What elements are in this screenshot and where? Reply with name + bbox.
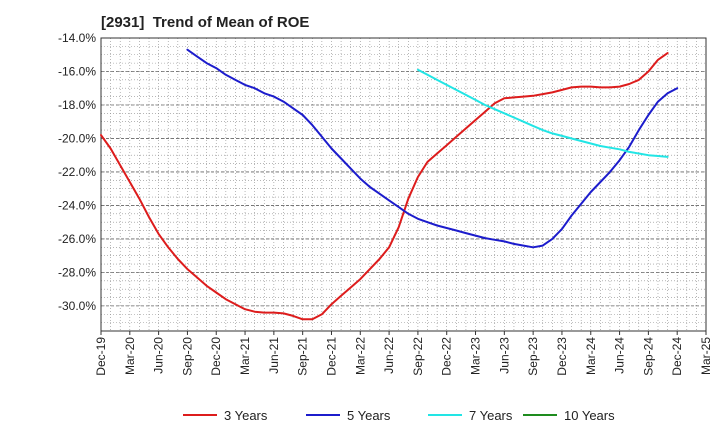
y-tick-label: -28.0% — [58, 265, 96, 279]
x-tick-label: Sep-24 — [641, 337, 655, 376]
x-tick-label: Jun-21 — [267, 337, 281, 374]
x-tick-label: Mar-23 — [469, 337, 483, 375]
series-lines — [100, 48, 679, 321]
y-tick-label: -14.0% — [58, 31, 96, 45]
x-tick-label: Dec-21 — [324, 337, 338, 376]
x-tick-label: Jun-20 — [152, 337, 166, 374]
x-tick-label: Dec-19 — [94, 337, 108, 376]
legend-label: 5 Years — [347, 408, 391, 423]
y-tick-label: -24.0% — [58, 198, 96, 212]
x-tick-label: Sep-20 — [180, 337, 194, 376]
plot-area — [100, 37, 707, 332]
x-tick-label: Dec-22 — [440, 337, 454, 376]
legend-label: 10 Years — [564, 408, 615, 423]
x-tick-label: Mar-22 — [353, 337, 367, 375]
y-axis: -14.0% -16.0% -18.0% -20.0% -22.0% -24.0% -26.… — [58, 31, 96, 313]
y-tick-label: -20.0% — [58, 131, 96, 145]
series-line-7-years — [416, 68, 669, 158]
y-tick-label: -26.0% — [58, 232, 96, 246]
x-tick-label: Dec-23 — [555, 337, 569, 376]
x-tick-label: Sep-23 — [526, 337, 540, 376]
y-tick-label: -30.0% — [58, 299, 96, 313]
x-tick-label: Mar-21 — [238, 337, 252, 375]
series-line-3-years — [100, 52, 669, 321]
y-tick-label: -16.0% — [58, 64, 96, 78]
grid — [100, 37, 707, 332]
x-tick-label: Mar-24 — [584, 337, 598, 375]
series-line-5-years — [186, 48, 679, 249]
legend-label: 7 Years — [469, 408, 513, 423]
legend: 3 Years 5 Years 7 Years 10 Years — [183, 408, 615, 423]
y-tick-label: -22.0% — [58, 165, 96, 179]
x-axis: Dec-19 Mar-20 Jun-20 Sep-20 Dec-20 Mar-21 Jun-… — [94, 331, 713, 376]
x-tick-label: Jun-24 — [613, 337, 627, 374]
y-tick-label: -18.0% — [58, 98, 96, 112]
x-tick-label: Sep-22 — [411, 337, 425, 376]
chart-title: [2931] Trend of Mean of ROE — [101, 14, 310, 31]
plot-frame — [100, 37, 707, 332]
x-tick-label: Dec-24 — [670, 337, 684, 376]
x-tick-label: Jun-22 — [382, 337, 396, 374]
x-tick-label: Jun-23 — [497, 337, 511, 374]
x-tick-label: Sep-21 — [296, 337, 310, 376]
legend-label: 3 Years — [224, 408, 268, 423]
x-tick-label: Dec-20 — [209, 337, 223, 376]
x-tick-label: Mar-25 — [699, 337, 713, 375]
x-tick-label: Mar-20 — [123, 337, 137, 375]
